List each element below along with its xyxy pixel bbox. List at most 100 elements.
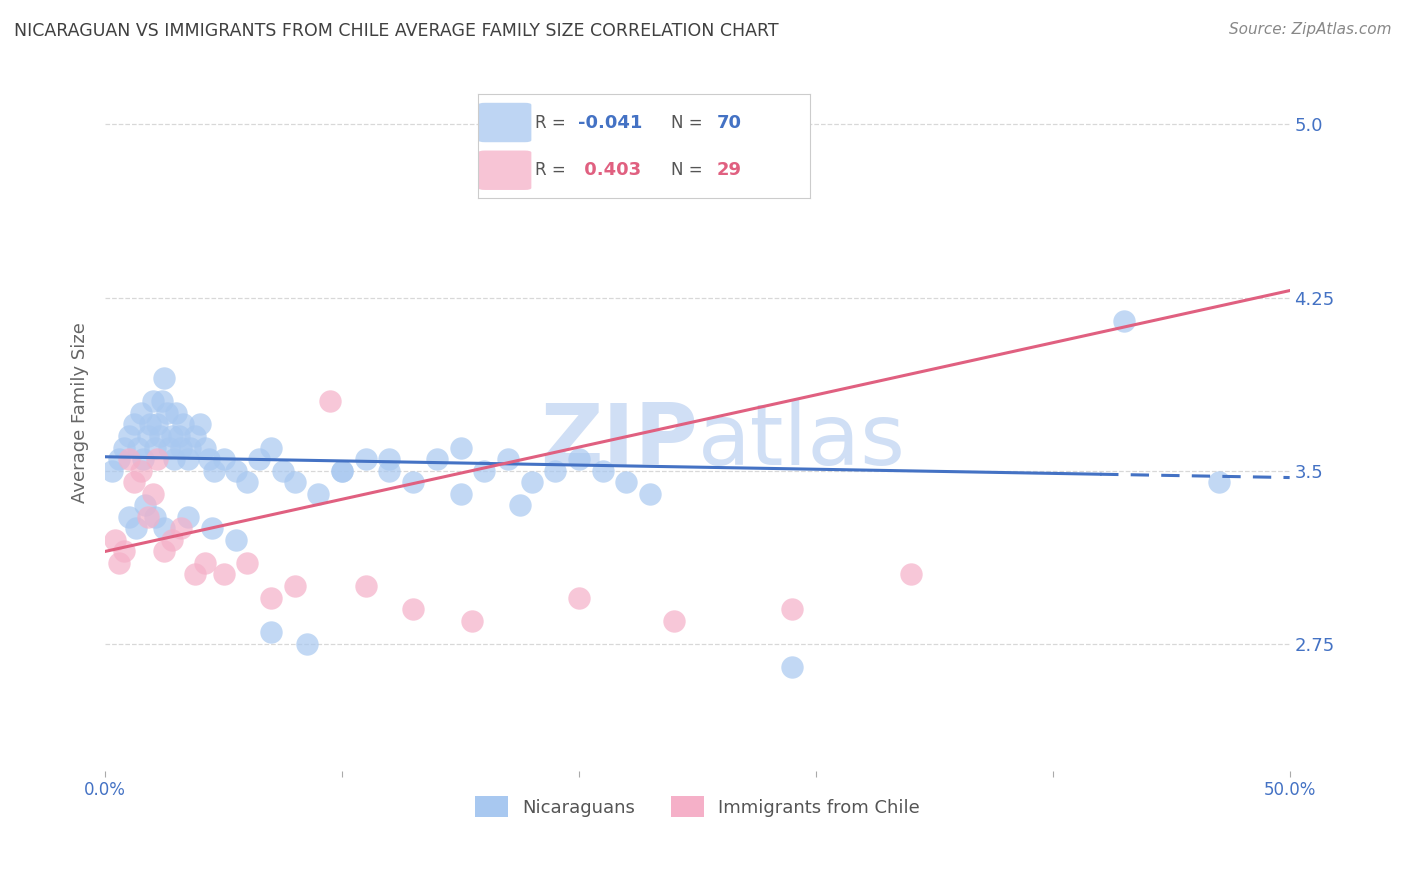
Point — [378, 464, 401, 478]
Point — [170, 441, 193, 455]
Text: Source: ZipAtlas.com: Source: ZipAtlas.com — [1229, 22, 1392, 37]
Point — [146, 417, 169, 432]
Point — [129, 464, 152, 478]
Point — [157, 441, 180, 455]
Text: ZIP: ZIP — [540, 400, 697, 483]
Y-axis label: Average Family Size: Average Family Size — [72, 323, 89, 503]
Point — [284, 579, 307, 593]
Point — [167, 429, 190, 443]
Point — [153, 544, 176, 558]
Point — [101, 464, 124, 478]
Point — [150, 394, 173, 409]
Point — [177, 509, 200, 524]
Point — [177, 452, 200, 467]
Point — [170, 521, 193, 535]
Point — [104, 533, 127, 547]
Point — [236, 556, 259, 570]
Point — [112, 441, 135, 455]
Point — [212, 567, 235, 582]
Point — [224, 533, 246, 547]
Point — [354, 452, 377, 467]
Point — [450, 486, 472, 500]
Point — [194, 441, 217, 455]
Point — [354, 579, 377, 593]
Point — [378, 452, 401, 467]
Point — [319, 394, 342, 409]
Point — [132, 452, 155, 467]
Point — [188, 417, 211, 432]
Point — [496, 452, 519, 467]
Point — [139, 417, 162, 432]
Point — [1112, 313, 1135, 327]
Point — [1208, 475, 1230, 490]
Point — [426, 452, 449, 467]
Point — [134, 498, 156, 512]
Point — [260, 591, 283, 605]
Point — [614, 475, 637, 490]
Point — [247, 452, 270, 467]
Point — [125, 521, 148, 535]
Point — [236, 475, 259, 490]
Point — [260, 625, 283, 640]
Point — [122, 417, 145, 432]
Point — [900, 567, 922, 582]
Point — [143, 509, 166, 524]
Point — [160, 429, 183, 443]
Point — [179, 441, 201, 455]
Point — [780, 602, 803, 616]
Point — [108, 452, 131, 467]
Point — [108, 556, 131, 570]
Point — [295, 637, 318, 651]
Point — [224, 464, 246, 478]
Point — [118, 429, 141, 443]
Point — [153, 521, 176, 535]
Point — [330, 464, 353, 478]
Point — [142, 394, 165, 409]
Point — [129, 406, 152, 420]
Point — [662, 614, 685, 628]
Point — [149, 429, 172, 443]
Point — [184, 567, 207, 582]
Point — [172, 417, 194, 432]
Point — [136, 429, 159, 443]
Point — [544, 464, 567, 478]
Point — [127, 441, 149, 455]
Point — [271, 464, 294, 478]
Point — [136, 509, 159, 524]
Point — [520, 475, 543, 490]
Point — [592, 464, 614, 478]
Point — [450, 441, 472, 455]
Point — [568, 452, 591, 467]
Point — [118, 452, 141, 467]
Point — [112, 544, 135, 558]
Point — [202, 464, 225, 478]
Point — [165, 406, 187, 420]
Point — [198, 452, 221, 467]
Point — [146, 452, 169, 467]
Point — [330, 464, 353, 478]
Point — [163, 452, 186, 467]
Point — [638, 486, 661, 500]
Point — [118, 509, 141, 524]
Point — [260, 441, 283, 455]
Point — [143, 441, 166, 455]
Point — [201, 521, 224, 535]
Point — [153, 371, 176, 385]
Point — [284, 475, 307, 490]
Point — [461, 614, 484, 628]
Point — [184, 429, 207, 443]
Point — [402, 475, 425, 490]
Legend: Nicaraguans, Immigrants from Chile: Nicaraguans, Immigrants from Chile — [467, 787, 929, 826]
Point — [160, 533, 183, 547]
Text: NICARAGUAN VS IMMIGRANTS FROM CHILE AVERAGE FAMILY SIZE CORRELATION CHART: NICARAGUAN VS IMMIGRANTS FROM CHILE AVER… — [14, 22, 779, 40]
Point — [509, 498, 531, 512]
Point — [307, 486, 329, 500]
Point — [122, 475, 145, 490]
Point — [402, 602, 425, 616]
Text: atlas: atlas — [697, 400, 905, 483]
Point — [142, 486, 165, 500]
Point — [568, 591, 591, 605]
Point — [156, 406, 179, 420]
Point — [780, 660, 803, 674]
Point — [212, 452, 235, 467]
